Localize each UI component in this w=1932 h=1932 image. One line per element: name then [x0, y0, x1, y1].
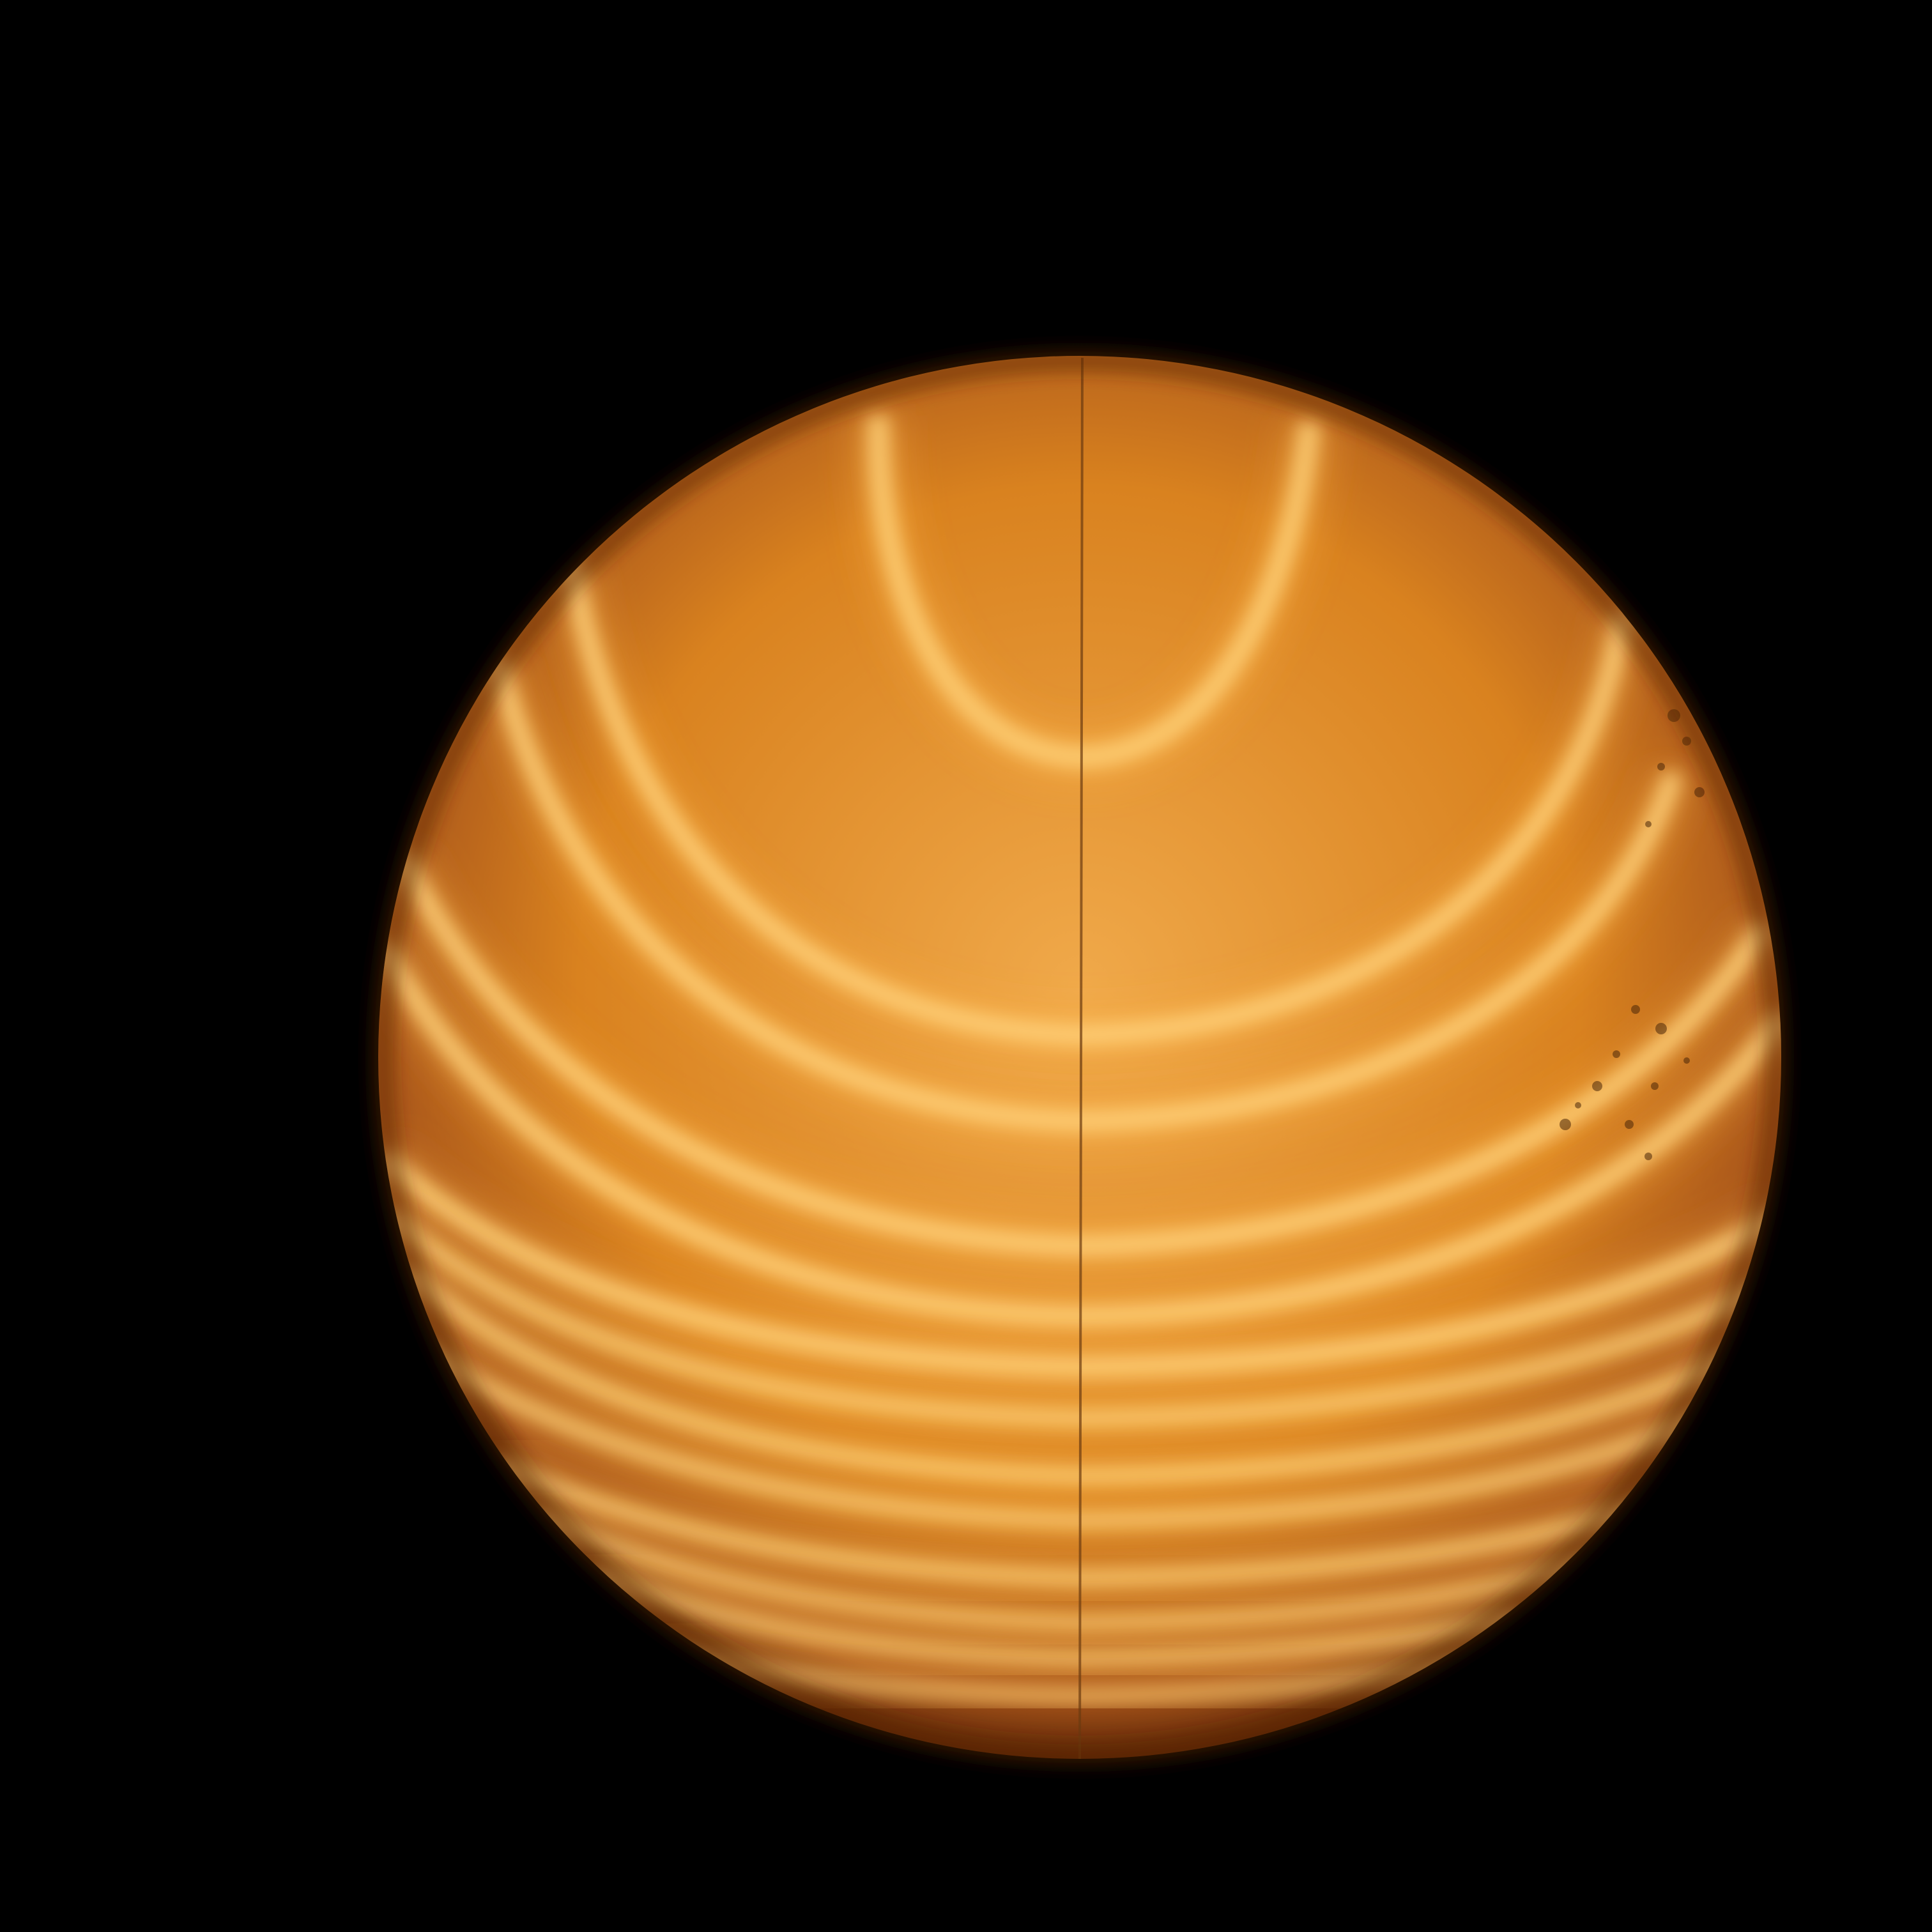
- fringe-arc-5: [378, 1149, 1781, 1377]
- fringe-group: [378, 357, 1781, 1759]
- fringe-inner-loop: [867, 415, 1321, 769]
- fringe-arc-1: [562, 560, 1632, 1045]
- fringe-arc-10: [533, 1508, 1600, 1630]
- fringe-arc-9: [494, 1456, 1664, 1586]
- illuminated-disc: [374, 351, 1786, 1763]
- fringe-arc-8: [417, 1342, 1716, 1529]
- fringe-arc-11: [591, 1565, 1522, 1666]
- disc-vignette: [374, 351, 1786, 1763]
- dust-speckles: [1560, 709, 1705, 1160]
- crosshair-line: [1078, 357, 1084, 1759]
- fringe-arc-4: [378, 940, 1781, 1326]
- fringe-arc-6: [384, 1208, 1774, 1427]
- fringe-arc-7: [403, 1265, 1742, 1485]
- fringe-arc-3: [394, 852, 1772, 1256]
